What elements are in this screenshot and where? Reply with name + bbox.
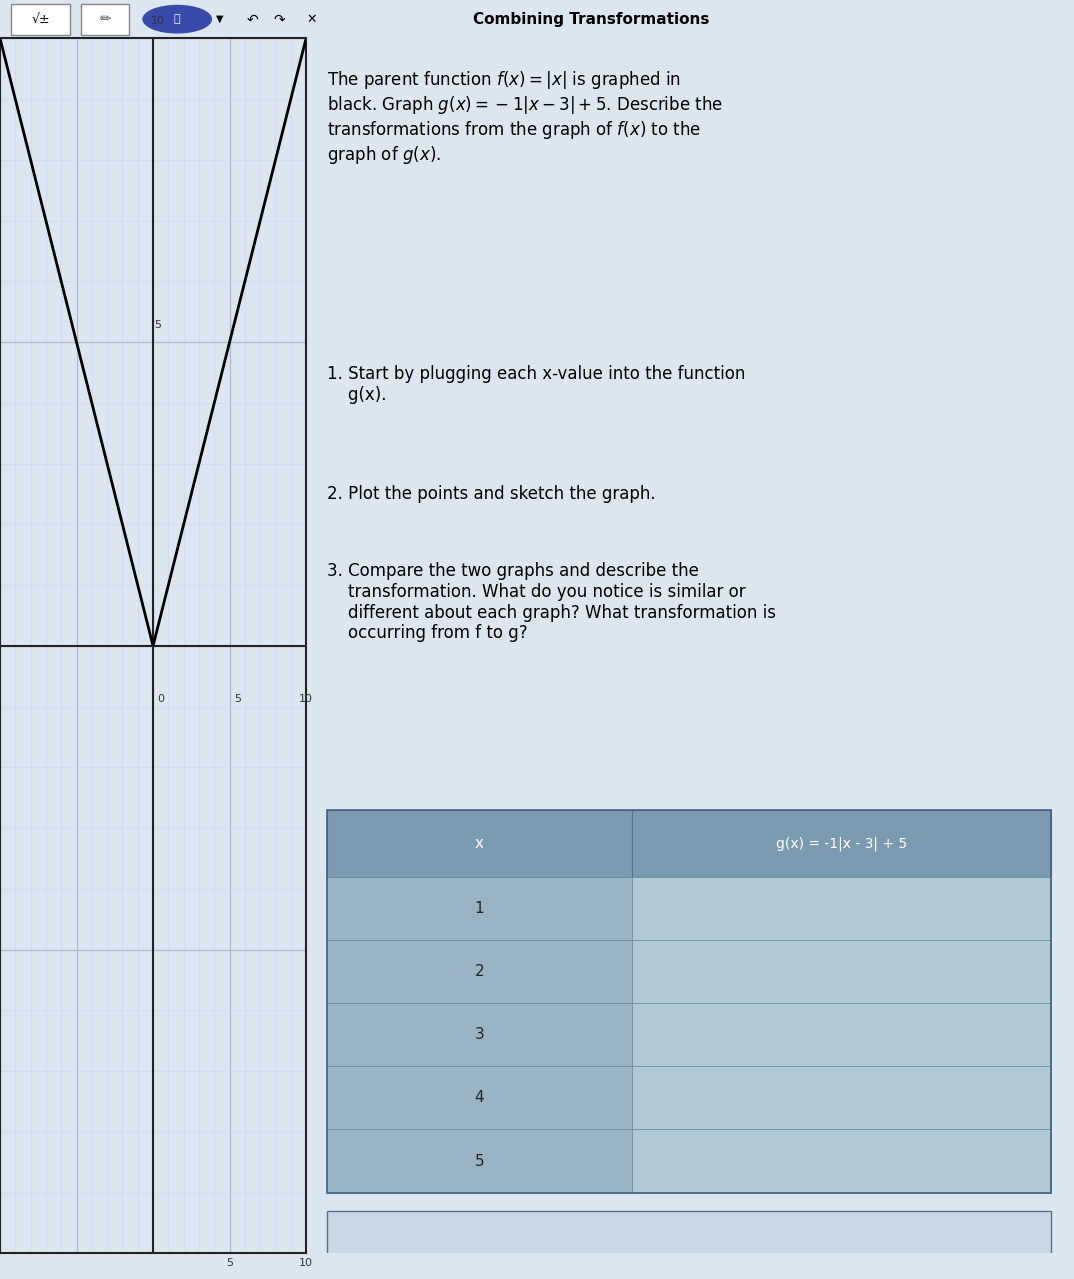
Text: 5: 5 xyxy=(475,1154,484,1169)
Text: 0: 0 xyxy=(158,694,164,705)
FancyBboxPatch shape xyxy=(11,4,70,35)
FancyBboxPatch shape xyxy=(632,810,1051,877)
Text: 🔊: 🔊 xyxy=(174,14,180,24)
Text: Combining Transformations: Combining Transformations xyxy=(473,12,709,27)
Text: 10: 10 xyxy=(150,17,164,27)
FancyBboxPatch shape xyxy=(632,1003,1051,1067)
Text: 5: 5 xyxy=(234,694,242,705)
FancyBboxPatch shape xyxy=(326,940,632,1003)
Text: 10: 10 xyxy=(299,694,314,705)
FancyBboxPatch shape xyxy=(81,4,129,35)
FancyBboxPatch shape xyxy=(632,1129,1051,1192)
FancyBboxPatch shape xyxy=(632,940,1051,1003)
Text: 1: 1 xyxy=(475,900,484,916)
FancyBboxPatch shape xyxy=(326,1129,632,1192)
Text: 3: 3 xyxy=(475,1027,484,1042)
Text: 3. Compare the two graphs and describe the
    transformation. What do you notic: 3. Compare the two graphs and describe t… xyxy=(326,561,775,642)
Text: g(x) = -1|x - 3| + 5: g(x) = -1|x - 3| + 5 xyxy=(775,836,906,851)
FancyBboxPatch shape xyxy=(326,1211,1051,1279)
Ellipse shape xyxy=(142,5,213,33)
Text: ✕: ✕ xyxy=(306,13,317,26)
Text: 2: 2 xyxy=(475,964,484,978)
FancyBboxPatch shape xyxy=(326,810,632,877)
Text: The parent function $f(x) = |x|$ is graphed in
black. Graph $g(x) = -1|x - 3| + : The parent function $f(x) = |x|$ is grap… xyxy=(326,69,723,166)
Text: ✏: ✏ xyxy=(100,13,111,26)
Text: ↶: ↶ xyxy=(247,13,258,26)
Text: ▼: ▼ xyxy=(217,14,223,24)
Text: 5: 5 xyxy=(155,320,161,330)
Text: x: x xyxy=(475,836,483,851)
Text: ↷: ↷ xyxy=(274,13,285,26)
FancyBboxPatch shape xyxy=(326,1003,632,1067)
Text: 2. Plot the points and sketch the graph.: 2. Plot the points and sketch the graph. xyxy=(326,485,655,503)
FancyBboxPatch shape xyxy=(632,877,1051,940)
FancyBboxPatch shape xyxy=(326,1067,632,1129)
FancyBboxPatch shape xyxy=(632,1067,1051,1129)
FancyBboxPatch shape xyxy=(326,877,632,940)
Text: √±: √± xyxy=(31,13,50,26)
Text: 1. Start by plugging each x-value into the function
    g(x).: 1. Start by plugging each x-value into t… xyxy=(326,365,745,404)
Text: 4: 4 xyxy=(475,1091,484,1105)
